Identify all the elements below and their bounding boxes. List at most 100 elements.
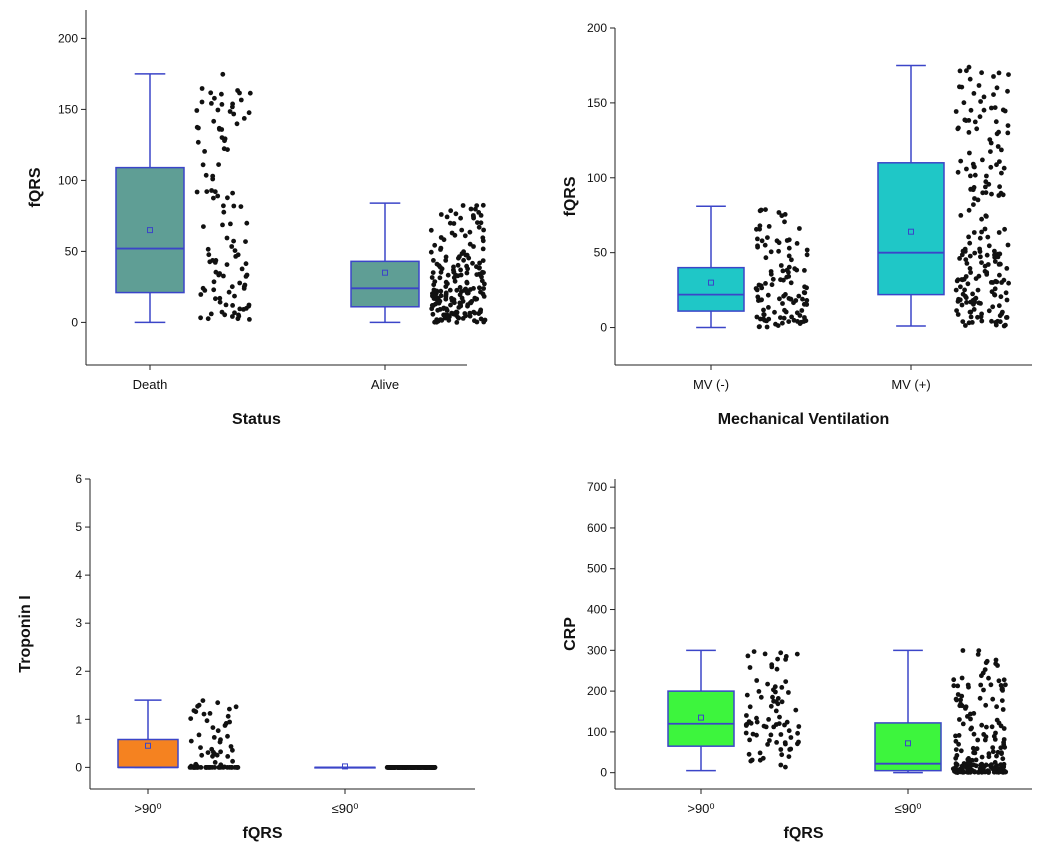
data-point xyxy=(432,242,438,248)
y-tick-label: 400 xyxy=(587,603,607,617)
data-point xyxy=(454,320,460,325)
data-point xyxy=(782,212,788,217)
mean-marker xyxy=(698,714,704,721)
data-point xyxy=(747,737,752,743)
data-point xyxy=(775,701,781,707)
data-point xyxy=(760,755,766,761)
data-point xyxy=(756,324,762,330)
data-point xyxy=(999,698,1005,703)
data-point xyxy=(985,262,991,267)
data-point xyxy=(968,768,974,774)
data-point xyxy=(431,258,436,263)
data-point xyxy=(233,704,239,710)
data-point xyxy=(236,312,241,318)
data-point xyxy=(770,694,775,700)
data-point xyxy=(231,238,237,244)
data-point xyxy=(428,249,434,255)
data-point xyxy=(456,315,462,321)
data-point xyxy=(1005,88,1010,94)
data-point xyxy=(225,765,230,770)
data-point xyxy=(786,690,791,695)
data-point xyxy=(210,173,216,179)
data-point xyxy=(779,685,785,690)
data-point xyxy=(975,737,981,743)
data-point xyxy=(783,764,788,770)
data-point xyxy=(465,290,471,296)
data-point xyxy=(993,657,999,663)
data-point xyxy=(776,210,782,215)
data-point xyxy=(962,246,968,252)
data-point xyxy=(997,313,1003,319)
data-point xyxy=(244,220,250,226)
data-point xyxy=(972,164,977,170)
data-point xyxy=(754,719,760,725)
data-point xyxy=(445,312,450,318)
data-point xyxy=(972,769,977,775)
data-point xyxy=(960,291,966,297)
y-tick-label: 0 xyxy=(600,321,607,335)
data-point xyxy=(210,725,216,730)
data-point xyxy=(225,195,230,201)
data-point xyxy=(441,306,446,311)
data-point xyxy=(475,220,480,226)
data-point xyxy=(480,235,486,241)
panel-1: 0 50 100 150 200 Death Alive fQRS Status xyxy=(27,10,488,428)
data-point xyxy=(780,301,785,306)
data-point xyxy=(963,257,969,262)
data-point xyxy=(961,100,967,106)
data-point xyxy=(989,105,994,111)
data-point xyxy=(471,215,476,221)
data-point xyxy=(472,318,477,324)
data-point xyxy=(789,257,794,263)
data-point xyxy=(966,760,972,766)
data-point xyxy=(775,656,780,662)
data-point xyxy=(458,303,464,309)
data-point xyxy=(972,172,978,178)
data-point xyxy=(237,306,243,312)
data-point xyxy=(213,296,218,302)
data-point xyxy=(967,76,973,82)
data-point xyxy=(438,293,444,299)
data-point xyxy=(972,119,978,125)
data-point xyxy=(187,765,193,770)
data-point xyxy=(994,162,999,168)
data-point xyxy=(386,765,392,770)
data-point xyxy=(246,110,252,116)
data-point xyxy=(983,702,989,708)
data-point xyxy=(747,704,753,710)
data-point xyxy=(766,316,772,322)
data-point xyxy=(778,263,784,268)
data-point xyxy=(1000,192,1006,198)
data-point xyxy=(467,229,473,235)
data-point xyxy=(428,227,434,233)
data-point xyxy=(804,247,810,253)
data-point xyxy=(480,258,486,263)
data-point xyxy=(963,323,968,328)
data-point xyxy=(205,246,211,252)
data-point xyxy=(976,83,982,88)
data-point xyxy=(214,752,220,758)
data-point xyxy=(227,706,232,712)
data-point xyxy=(996,230,1002,235)
data-point xyxy=(986,768,991,774)
data-point xyxy=(774,740,779,745)
data-point xyxy=(477,309,483,315)
data-point xyxy=(429,303,435,308)
data-point xyxy=(771,687,776,693)
data-point xyxy=(237,90,242,96)
data-point xyxy=(476,224,482,230)
data-point xyxy=(998,745,1004,751)
data-point xyxy=(778,315,783,320)
data-point xyxy=(424,765,430,770)
data-point xyxy=(219,91,224,97)
data-point xyxy=(964,261,970,266)
data-point xyxy=(220,71,226,77)
data-point xyxy=(968,716,973,722)
data-point xyxy=(194,108,200,113)
data-point xyxy=(443,254,449,260)
data-point xyxy=(1005,130,1011,136)
data-points xyxy=(187,698,241,770)
data-point xyxy=(1004,297,1010,303)
data-point xyxy=(977,114,983,120)
data-point xyxy=(1000,756,1006,762)
